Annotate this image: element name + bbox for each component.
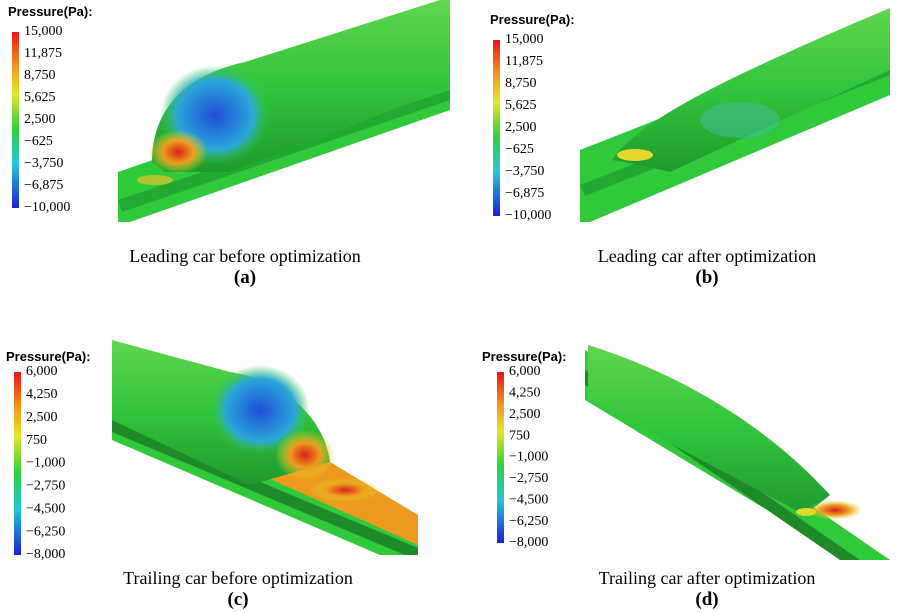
panel-letter: (c): [227, 589, 248, 610]
train-render-d: [585, 345, 890, 560]
caption: Leading car before optimization: [129, 246, 360, 266]
train-render-a: [118, 0, 450, 222]
legend-label: −4,500: [26, 501, 65, 516]
legend-label: −10,000: [24, 200, 70, 215]
legend-label: −3,750: [505, 164, 544, 179]
legend-label: −10,000: [505, 208, 551, 223]
train-render-b: [580, 8, 890, 222]
legend-label: 8,750: [505, 76, 537, 91]
legend-label: −625: [24, 134, 53, 149]
legend-label: 6,000: [26, 364, 58, 379]
legend-label: −1,000: [26, 456, 65, 471]
caption: Trailing car after optimization: [599, 568, 816, 588]
legend-label: −8,000: [26, 547, 65, 562]
legend-title: Pressure(Pa):: [6, 349, 91, 364]
legend-label: 2,500: [24, 112, 56, 127]
legend-label: 4,250: [509, 386, 541, 401]
legend-label: −1,000: [509, 450, 548, 465]
legend-label: −6,875: [24, 178, 63, 193]
legend-label: −2,750: [26, 479, 65, 494]
colorbar: [497, 372, 504, 543]
legend-title: Pressure(Pa):: [490, 12, 575, 27]
colorbar: [12, 32, 19, 208]
legend-label: −4,500: [509, 492, 548, 507]
train-render-c: [112, 340, 418, 555]
figure: Pressure(Pa): 15,000 11,875 8,750 5,625 2,500…: [0, 0, 899, 612]
legend-label: −6,875: [505, 186, 544, 201]
panel-letter: (d): [695, 589, 718, 610]
legend-label: −6,250: [509, 514, 548, 529]
legend-label: −625: [505, 142, 534, 157]
legend-label: −8,000: [509, 535, 548, 550]
caption: Leading car after optimization: [598, 246, 816, 266]
legend-label: 2,500: [505, 120, 537, 135]
legend-label: −3,750: [24, 156, 63, 171]
legend-label: 6,000: [509, 364, 541, 379]
legend-label: 750: [26, 433, 47, 448]
legend-label: 750: [509, 428, 530, 443]
legend-label: 5,625: [24, 90, 56, 105]
legend-label: 8,750: [24, 68, 56, 83]
legend-title: Pressure(Pa):: [8, 4, 93, 19]
legend-label: 5,625: [505, 98, 537, 113]
legend-label: 15,000: [24, 24, 63, 39]
legend-label: 4,250: [26, 387, 58, 402]
colorbar: [14, 372, 21, 555]
legend-label: 11,875: [24, 46, 62, 61]
panel-letter: (b): [695, 267, 718, 288]
legend-label: −2,750: [509, 471, 548, 486]
legend-label: 2,500: [26, 410, 58, 425]
legend-label: 15,000: [505, 32, 544, 47]
panel-letter: (a): [234, 267, 256, 288]
legend-title: Pressure(Pa):: [482, 349, 567, 364]
legend-label: −6,250: [26, 524, 65, 539]
caption: Trailing car before optimization: [123, 568, 353, 588]
colorbar: [493, 40, 500, 216]
legend-label: 11,875: [505, 54, 543, 69]
legend-label: 2,500: [509, 407, 541, 422]
